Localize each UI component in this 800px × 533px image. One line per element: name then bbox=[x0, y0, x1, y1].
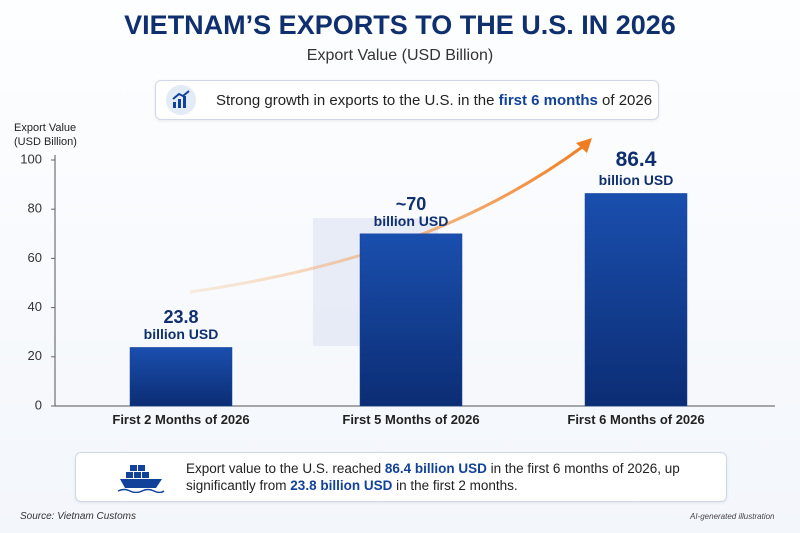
ship-icon bbox=[117, 465, 165, 493]
y-axis-label: Export Value (USD Billion) bbox=[14, 122, 77, 148]
text: Strong growth in exports to the U.S. in … bbox=[216, 92, 499, 109]
bar bbox=[584, 193, 688, 407]
x-tick-label: First 2 Months of 2026 bbox=[112, 412, 250, 427]
title: VIETNAM’S EXPORTS TO THE U.S. IN 2026 bbox=[124, 10, 676, 40]
bar bbox=[359, 233, 463, 407]
note: Export value to the U.S. reached 86.4 bi… bbox=[75, 452, 727, 502]
value-label: 23.8 bbox=[163, 307, 199, 328]
value-unit: billion USD bbox=[373, 212, 449, 229]
credit: AI-generated illustration bbox=[690, 512, 775, 521]
highlight: first 6 months bbox=[498, 92, 598, 109]
bar bbox=[129, 347, 233, 407]
x-tick-label: First 6 Months of 2026 bbox=[567, 412, 705, 427]
note-text: Export value to the U.S. reached 86.4 bi… bbox=[186, 460, 706, 494]
value-label: 86.4 bbox=[615, 148, 657, 172]
subtitle: Export Value (USD Billion) bbox=[306, 47, 494, 64]
y-tick-label: 20 bbox=[28, 348, 42, 363]
text: in the first 2 months. bbox=[392, 478, 518, 493]
banner-text: Strong growth in exports to the U.S. in … bbox=[216, 92, 652, 109]
x-tick-label: First 5 Months of 2026 bbox=[342, 412, 480, 427]
y-tick-label: 80 bbox=[28, 201, 42, 216]
y-tick-label: 60 bbox=[28, 250, 42, 265]
value-unit: billion USD bbox=[598, 172, 674, 189]
text: Export value to the U.S. reached bbox=[186, 461, 385, 476]
growth-icon bbox=[166, 85, 196, 115]
y-tick-label: 40 bbox=[28, 299, 42, 314]
text: in the first 6 months of 2026, up signif… bbox=[186, 461, 684, 493]
value-label: ~70 bbox=[395, 193, 427, 214]
y-tick-label: 0 bbox=[35, 397, 42, 412]
source: Source: Vietnam Customs bbox=[20, 511, 136, 522]
text: of 2026 bbox=[597, 92, 653, 109]
arrow-head bbox=[576, 138, 592, 153]
banner: Strong growth in exports to the U.S. in … bbox=[155, 80, 659, 120]
value-unit: billion USD bbox=[143, 326, 219, 343]
highlight: 23.8 billion USD bbox=[290, 478, 393, 493]
highlight: 86.4 billion USD bbox=[384, 461, 487, 476]
y-tick-label: 100 bbox=[20, 151, 42, 166]
